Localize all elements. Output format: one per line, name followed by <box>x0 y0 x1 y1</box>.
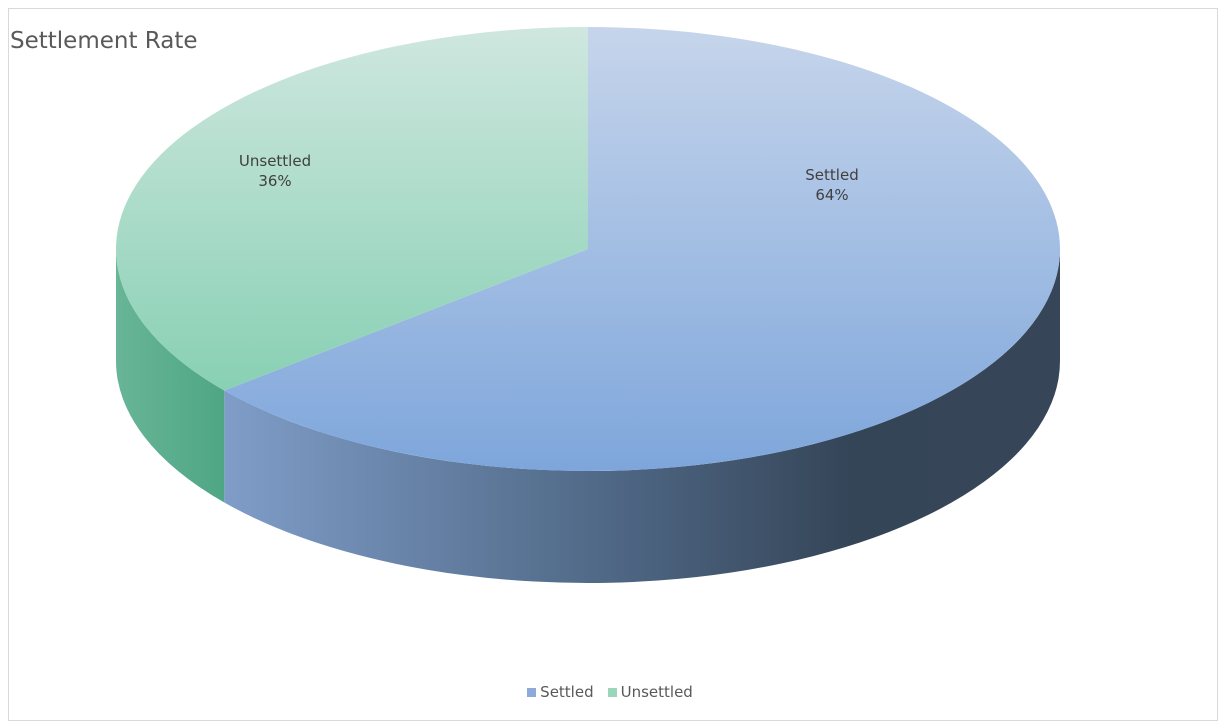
chart-title: Settlement Rate <box>10 28 198 54</box>
data-label-unsettled: Unsettled 36% <box>239 152 311 190</box>
data-label-unsettled-category: Unsettled <box>239 152 311 170</box>
legend-swatch-settled <box>527 687 537 697</box>
pie-slice-settled <box>224 27 1061 471</box>
legend-swatch-unsettled <box>607 687 617 697</box>
pie-side-unsettled <box>116 249 225 503</box>
pie-slice-unsettled <box>116 27 588 391</box>
data-label-settled-percent: 64% <box>815 186 848 204</box>
legend-item-settled: Settled <box>527 683 594 701</box>
legend: Settled Unsettled <box>0 683 1220 701</box>
data-label-settled-category: Settled <box>805 166 858 184</box>
legend-item-unsettled: Unsettled <box>607 683 693 701</box>
data-label-settled: Settled 64% <box>805 166 858 204</box>
legend-label-unsettled: Unsettled <box>620 683 693 701</box>
data-label-unsettled-percent: 36% <box>258 172 291 190</box>
legend-label-settled: Settled <box>540 683 594 701</box>
pie-side-settled <box>224 249 1060 583</box>
